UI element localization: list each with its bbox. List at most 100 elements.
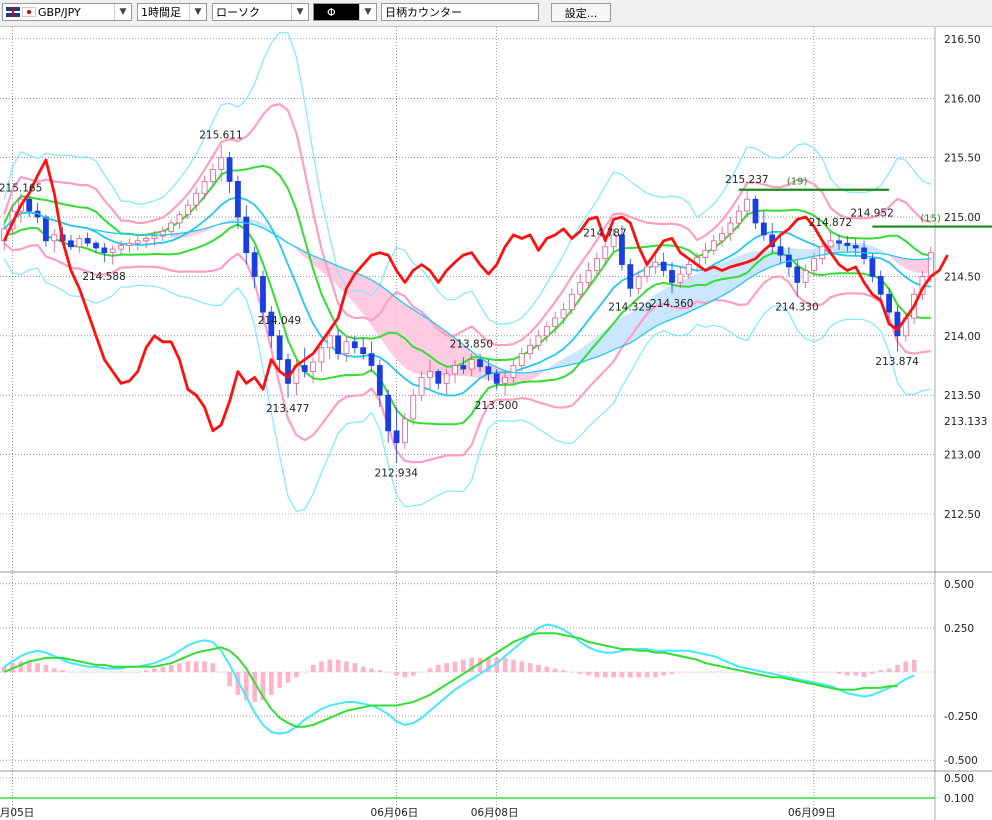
- macd-histogram-bar: [294, 672, 299, 678]
- macd-histogram-bar: [452, 661, 458, 672]
- macd-tick-label: -0.500: [944, 755, 978, 767]
- candle-body: [260, 276, 266, 313]
- macd-histogram-bar: [419, 672, 424, 673]
- macd-histogram-bar: [536, 664, 541, 672]
- candle-body: [477, 359, 483, 368]
- macd-histogram-bar: [218, 672, 224, 673]
- macd-histogram-bar: [694, 672, 700, 673]
- candle-body: [744, 198, 751, 212]
- cloud-segment: [880, 250, 890, 256]
- date-tick-label: 06月06日: [371, 807, 419, 819]
- macd-histogram-bar: [861, 672, 867, 678]
- candle-body: [752, 198, 759, 224]
- candle-body: [143, 238, 149, 242]
- macd-histogram-bar: [778, 672, 783, 673]
- price-axis: 216.50 216.00 215.50 215.00 214.50 214.00 213.…: [944, 34, 987, 521]
- candle-body: [443, 373, 450, 384]
- price-annotation: 215.165: [0, 182, 42, 194]
- candle-body: [560, 309, 567, 319]
- macd-histogram-bar: [110, 672, 115, 673]
- cloud-segment: [655, 289, 664, 327]
- macd-histogram-bar: [736, 672, 742, 673]
- macd-histogram-bar: [627, 672, 633, 678]
- cloud-segment: [613, 317, 622, 350]
- candle-body: [836, 240, 842, 244]
- macd-histogram-bar: [719, 672, 725, 673]
- candle-body: [26, 198, 33, 212]
- symbol-label: GBP/JPY: [38, 5, 81, 19]
- macd-histogram-bar: [611, 672, 616, 678]
- candle-body: [68, 240, 74, 248]
- candle-body: [276, 335, 283, 360]
- macd-histogram-bar: [352, 663, 358, 672]
- chart-area: (19) (15) 215.165 214.588 215.611 214.049 213…: [0, 27, 992, 820]
- cloud-segment: [329, 262, 339, 287]
- cloud-segment: [805, 248, 814, 259]
- macd-histogram-bar: [594, 672, 600, 678]
- cloud-segment: [413, 309, 422, 375]
- candle-body: [535, 335, 542, 346]
- candle-body: [886, 293, 892, 313]
- macd-histogram-bar: [252, 672, 257, 702]
- candle-body: [109, 248, 116, 254]
- cloud-segment: [738, 252, 748, 286]
- price-annotation: 214.330: [775, 302, 818, 314]
- macd-histogram-bar: [302, 672, 308, 673]
- macd-histogram-bar: [1, 666, 7, 672]
- price-tick-label: 212.50: [944, 509, 981, 521]
- settings-button[interactable]: 設定...: [551, 3, 611, 22]
- candle-body: [852, 245, 859, 249]
- candles: [1, 144, 934, 463]
- macd-histogram-bar: [102, 672, 107, 673]
- macd-histogram-bar: [243, 672, 249, 701]
- candle-body: [894, 311, 901, 337]
- price-annotation: 214.588: [82, 271, 125, 283]
- toolbar: GBP/JPY ▼ 1時間足 ▼ ローソク ▼ Φ ▼ 日柄カウンター 設定..…: [0, 0, 992, 27]
- bollinger-inner-upper: [3, 102, 932, 347]
- candle-body: [301, 365, 308, 372]
- macd-histogram-bar: [60, 670, 65, 672]
- counter-field[interactable]: 日柄カウンター: [381, 3, 539, 21]
- macd-histogram-bar: [753, 672, 758, 673]
- timeframe-label: 1時間足: [141, 6, 181, 19]
- mode-select[interactable]: Φ ▼: [313, 3, 377, 21]
- price-tick-label: 216.50: [944, 34, 981, 46]
- price-annotation: 214.360: [650, 298, 693, 310]
- price-annotation: 213.500: [475, 400, 518, 412]
- macd-histogram-bar: [602, 672, 608, 678]
- candle-body: [493, 373, 500, 384]
- mode-symbol: Φ: [327, 5, 336, 19]
- candle-body: [84, 238, 91, 244]
- chevron-down-icon: ▼: [359, 4, 376, 20]
- candle-body: [427, 371, 433, 378]
- cloud-segment: [646, 294, 656, 332]
- macd-histogram-bar: [486, 657, 491, 672]
- long-moving-average: [3, 211, 931, 374]
- candle-body: [93, 242, 99, 249]
- macd-histogram-bar: [569, 672, 575, 673]
- macd-histogram-bar: [260, 672, 266, 701]
- macd-histogram-bar: [18, 661, 24, 672]
- candle-body: [735, 210, 742, 224]
- candle-body: [819, 246, 826, 260]
- cloud-segment: [371, 279, 380, 338]
- candle-body: [652, 261, 659, 268]
- candle-body: [226, 157, 233, 182]
- candle-body: [43, 216, 49, 242]
- candle-body: [209, 169, 216, 182]
- symbol-select[interactable]: GBP/JPY ▼: [2, 3, 132, 21]
- price-annotations: 215.165 214.588 215.611 214.049 213.477 212.9…: [0, 129, 919, 479]
- candle-body: [543, 325, 550, 337]
- macd-histogram-bar: [686, 672, 692, 673]
- cloud-segment: [421, 314, 430, 376]
- candle-body: [184, 204, 191, 216]
- timeframe-select[interactable]: 1時間足 ▼: [137, 3, 207, 21]
- cloud-segment: [697, 269, 706, 309]
- candle-body: [118, 245, 124, 250]
- chart-style-select[interactable]: ローソク ▼: [212, 3, 309, 21]
- candle-body: [193, 192, 200, 206]
- resistance-label: (19): [787, 177, 808, 188]
- macd-histogram-bar: [669, 672, 675, 674]
- macd-histogram-bar: [870, 672, 875, 674]
- price-annotation: 213.850: [450, 339, 493, 351]
